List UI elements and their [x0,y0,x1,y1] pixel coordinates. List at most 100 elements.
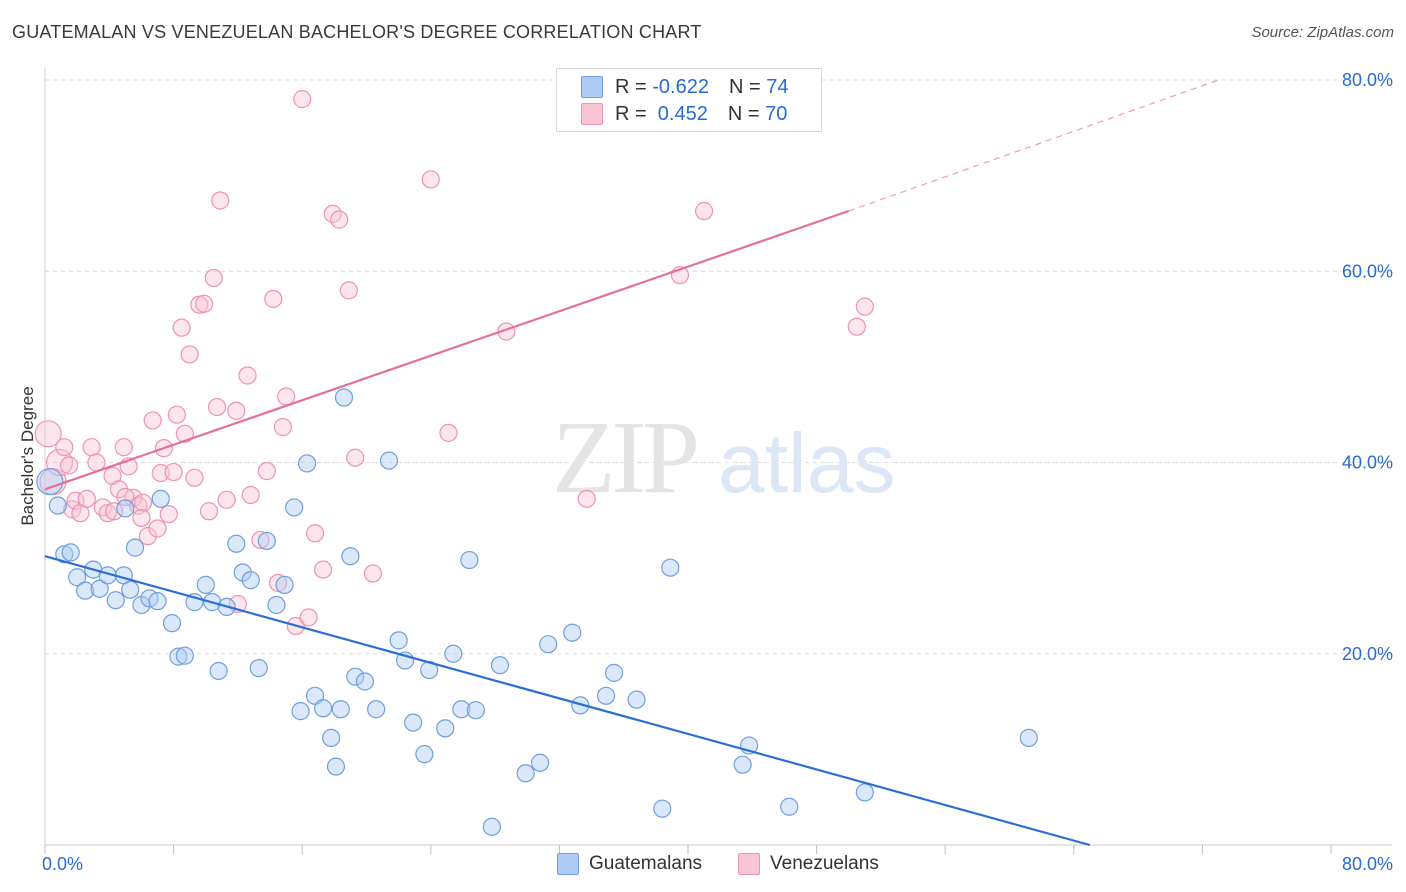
venezuelans-points [34,90,874,636]
legend-n-label: N = [727,102,766,125]
venezuelan-point-45 [268,573,288,593]
venezuelan-point-58 [421,170,440,189]
guatemalan-point-32 [291,702,310,721]
venezuelans-trend-line [44,209,850,491]
guatemalan-point-46 [404,713,423,732]
guatemalan-point-29 [267,595,286,615]
venezuelan-point-33 [195,294,214,313]
legend-row-venezuelans: R = 0.452 N = 70 [581,101,788,127]
guatemalan-point-55 [490,656,510,675]
guatemalan-point-40 [346,667,365,686]
watermark-zip: ZIP [552,400,696,515]
y-tick-label-60: 60.0% [1342,261,1393,281]
venezuelan-point-65 [855,297,874,316]
guatemalan-point-15 [151,489,170,508]
legend-n-value: 74 [766,75,789,98]
venezuelan-point-23 [151,463,170,483]
guatemalan-point-0 [36,468,64,496]
guatemalan-point-44 [389,631,408,650]
venezuelans-trend-extension [848,79,1219,212]
y-axis-label: Bachelor's Degree [18,386,37,525]
venezuelan-point-59 [439,423,458,442]
venezuelan-point-44 [264,289,283,309]
venezuelan-point-46 [273,418,293,437]
guatemalans-points [36,388,1038,836]
venezuelan-point-51 [305,524,325,543]
guatemalan-point-5 [76,581,95,600]
venezuelan-point-64 [847,317,866,336]
legend-r-label: R = [615,102,653,125]
venezuelan-point-57 [363,564,383,583]
venezuelan-point-30 [180,345,199,364]
venezuelan-point-4 [60,456,79,475]
guatemalans-trend-line [44,555,1091,847]
guatemalan-point-65 [661,558,680,577]
watermark-atlas: atlas [718,416,895,510]
guatemalan-point-73 [148,592,167,611]
guatemalan-point-52 [460,550,479,570]
venezuelan-point-55 [339,281,358,300]
guatemalan-point-26 [241,571,260,590]
guatemalan-point-47 [415,745,434,764]
venezuelan-point-42 [251,530,270,550]
guatemalan-point-2 [55,545,74,564]
guatemalan-point-49 [436,719,455,738]
venezuelan-point-19 [133,493,153,512]
legend-n-value: 70 [765,102,788,125]
venezuelan-point-28 [172,318,191,337]
venezuelan-point-25 [159,505,178,524]
venezuelan-point-61 [577,489,596,508]
guatemalan-point-56 [516,764,535,783]
guatemalan-point-20 [196,575,215,595]
legend-swatch-venezuelans [581,103,603,125]
guatemalan-point-50 [444,644,463,663]
venezuelan-point-31 [185,468,204,487]
guatemalan-point-71 [116,499,135,518]
guatemalan-point-72 [334,388,354,407]
venezuelan-point-40 [238,366,257,385]
source-label: Source: ZipAtlas.com [1251,24,1394,41]
guatemalan-point-53 [466,701,485,720]
guatemalan-point-64 [653,799,672,818]
guatemalan-point-54 [482,817,501,836]
venezuelan-point-36 [207,397,227,417]
legend-n-label: N = [728,75,767,98]
bottom-legend-label-venezuelans: Venezuelans [770,853,879,874]
venezuelan-point-43 [257,462,276,481]
watermark: ZIP atlas [552,400,895,515]
axes [44,68,1392,854]
venezuelan-point-22 [148,519,167,538]
venezuelan-point-15 [114,438,133,457]
y-tick-label-40: 40.0% [1342,453,1393,473]
venezuelan-point-38 [217,490,236,509]
venezuelan-point-54 [330,210,349,229]
venezuelan-point-26 [164,462,183,482]
guatemalan-point-7 [90,579,109,598]
bottom-legend-swatch-guatemalans [557,853,579,875]
venezuelan-point-63 [694,201,714,221]
guatemalan-point-1 [48,496,67,515]
legend-r-label: R = [615,75,653,98]
venezuelan-point-52 [313,560,333,579]
venezuelan-point-41 [241,485,260,505]
venezuelan-point-35 [204,268,223,288]
legend-r-value: -0.622 [652,75,709,98]
guatemalan-point-11 [121,580,140,599]
guatemalan-point-27 [249,658,268,678]
guatemalan-point-58 [539,635,558,654]
venezuelan-point-20 [138,527,157,546]
guatemalan-point-28 [257,531,276,551]
venezuelan-point-11 [93,498,112,517]
guatemalan-point-41 [355,672,374,691]
x-tick-label-min: 0.0% [42,854,83,874]
venezuelan-point-68 [105,502,124,521]
guatemalan-point-9 [106,591,125,610]
guatemalan-point-68 [780,797,799,816]
tick-labels: 20.0% 40.0% 60.0% 80.0% 0.0% 80.0% [42,70,1393,874]
y-tick-label-20: 20.0% [1342,644,1393,664]
guatemalan-point-16 [162,614,182,633]
guatemalan-point-37 [326,757,346,776]
venezuelan-point-39 [227,401,246,420]
bottom-legend-label-guatemalans: Guatemalans [589,853,703,874]
guatemalan-point-69 [855,783,874,802]
